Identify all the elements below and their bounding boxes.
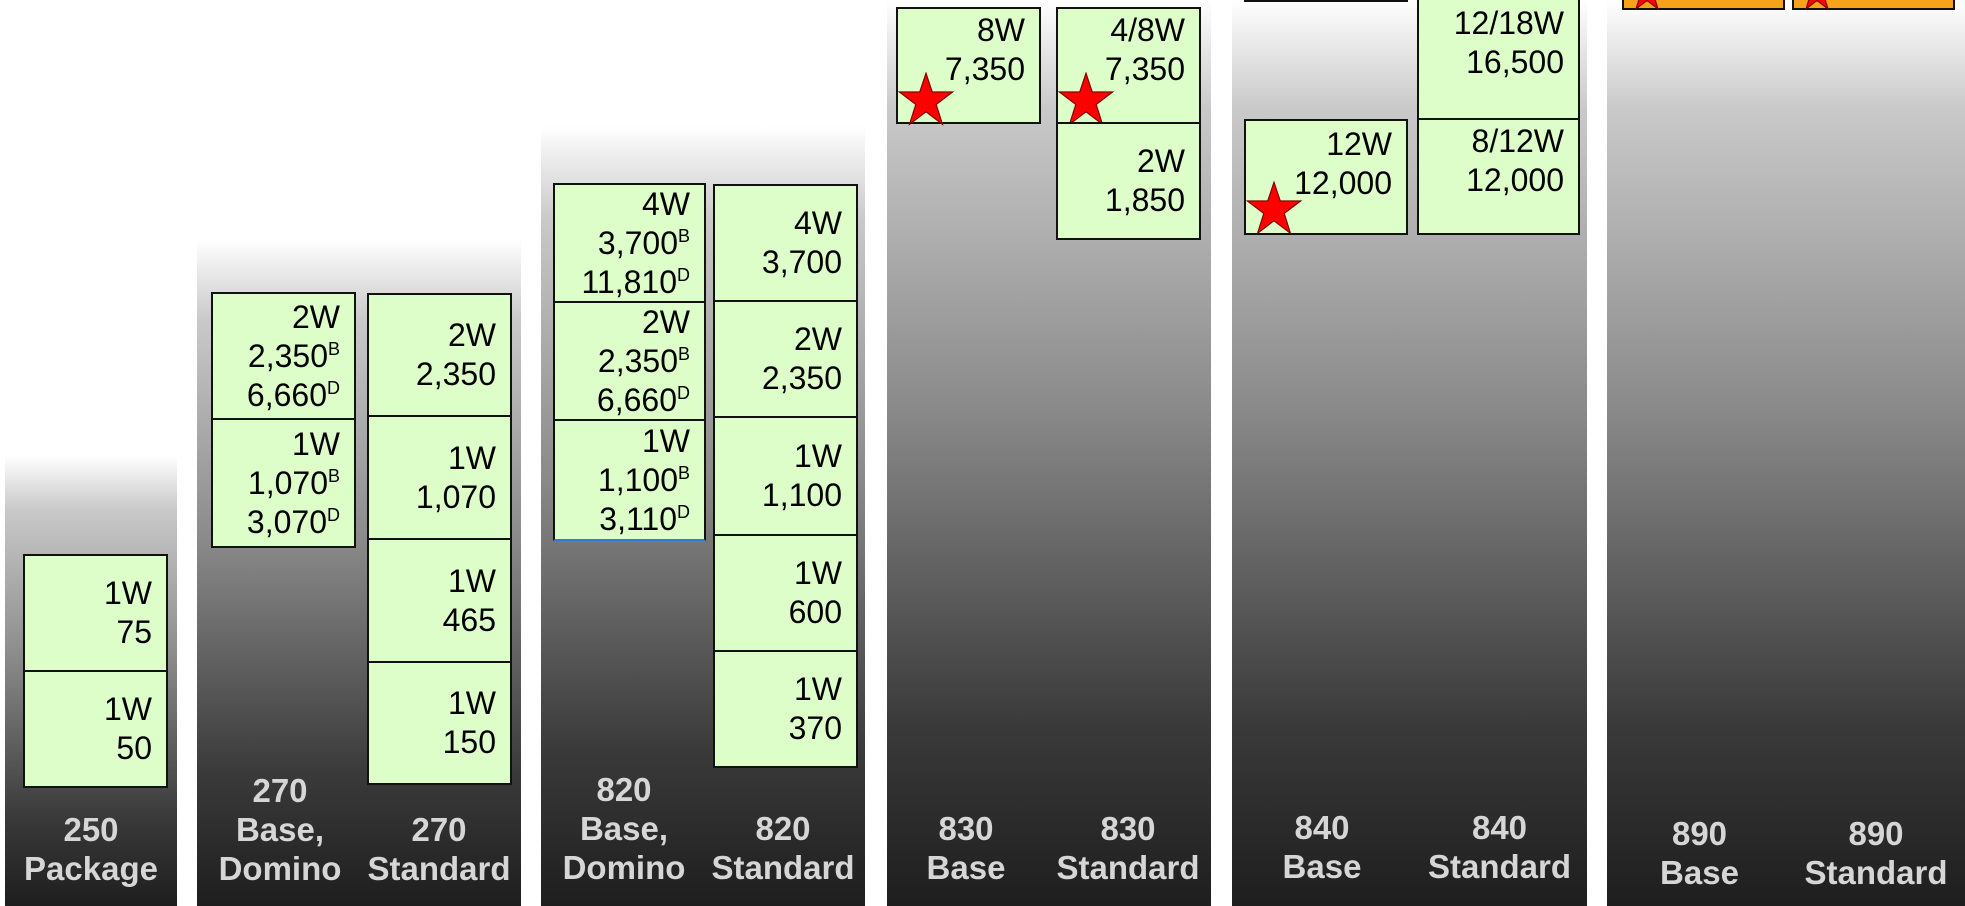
license-box: 2W 1,850 xyxy=(1056,122,1201,240)
column-label-830-base: 830 Base xyxy=(926,810,1006,886)
star-icon xyxy=(1635,0,1659,10)
star-icon xyxy=(1245,181,1303,235)
license-box: 2W 2,350 xyxy=(367,293,512,417)
license-box xyxy=(1244,0,1408,2)
license-box xyxy=(1792,0,1955,10)
license-box: 4W 3,700B 11,810D xyxy=(553,183,706,303)
column-label-830-standard: 830 Standard xyxy=(1056,810,1200,886)
column-label-270-standard: 270 Standard xyxy=(367,811,511,887)
license-box: 1W 1,100 xyxy=(713,416,858,536)
license-box: 1W 150 xyxy=(367,661,512,785)
license-box: 1W 75 xyxy=(23,554,168,672)
license-box: 2W 2,350B 6,660D xyxy=(211,292,356,420)
star-icon xyxy=(897,72,955,126)
license-box: 1W 1,070B 3,070D xyxy=(211,418,356,548)
column-label-250-package: 250 Package xyxy=(24,811,158,887)
column-label-890-standard: 890 Standard xyxy=(1804,815,1948,891)
star-icon xyxy=(1805,0,1829,10)
license-box: 1W 600 xyxy=(713,534,858,652)
license-box xyxy=(1622,0,1785,10)
license-box: 1W 50 xyxy=(23,670,168,788)
license-box: 8/12W 12,000 xyxy=(1417,118,1580,235)
license-box: 8W 7,350 xyxy=(896,7,1041,124)
license-box: 2W 2,350B 6,660D xyxy=(553,301,706,421)
license-box: 12/18W 16,500 xyxy=(1417,0,1580,120)
column-label-270-base-domino: 270 Base, Domino xyxy=(218,772,342,887)
column-label-820-standard: 820 Standard xyxy=(711,810,855,886)
license-box: 1W 1,070 xyxy=(367,415,512,540)
column-label-840-standard: 840 Standard xyxy=(1427,809,1572,885)
star-icon xyxy=(1057,72,1115,126)
license-box: 1W 1,100B 3,110D xyxy=(553,419,706,541)
column-label-820-base-domino: 820 Base, Domino xyxy=(562,771,686,886)
column-label-840-base: 840 Base xyxy=(1282,809,1362,885)
column-label-890-base: 890 Base xyxy=(1660,815,1739,891)
column-890 xyxy=(1607,0,1965,906)
license-box: 1W 465 xyxy=(367,538,512,663)
license-box: 4W 3,700 xyxy=(713,184,858,302)
license-box: 1W 370 xyxy=(713,650,858,768)
license-box: 2W 2,350 xyxy=(713,300,858,418)
